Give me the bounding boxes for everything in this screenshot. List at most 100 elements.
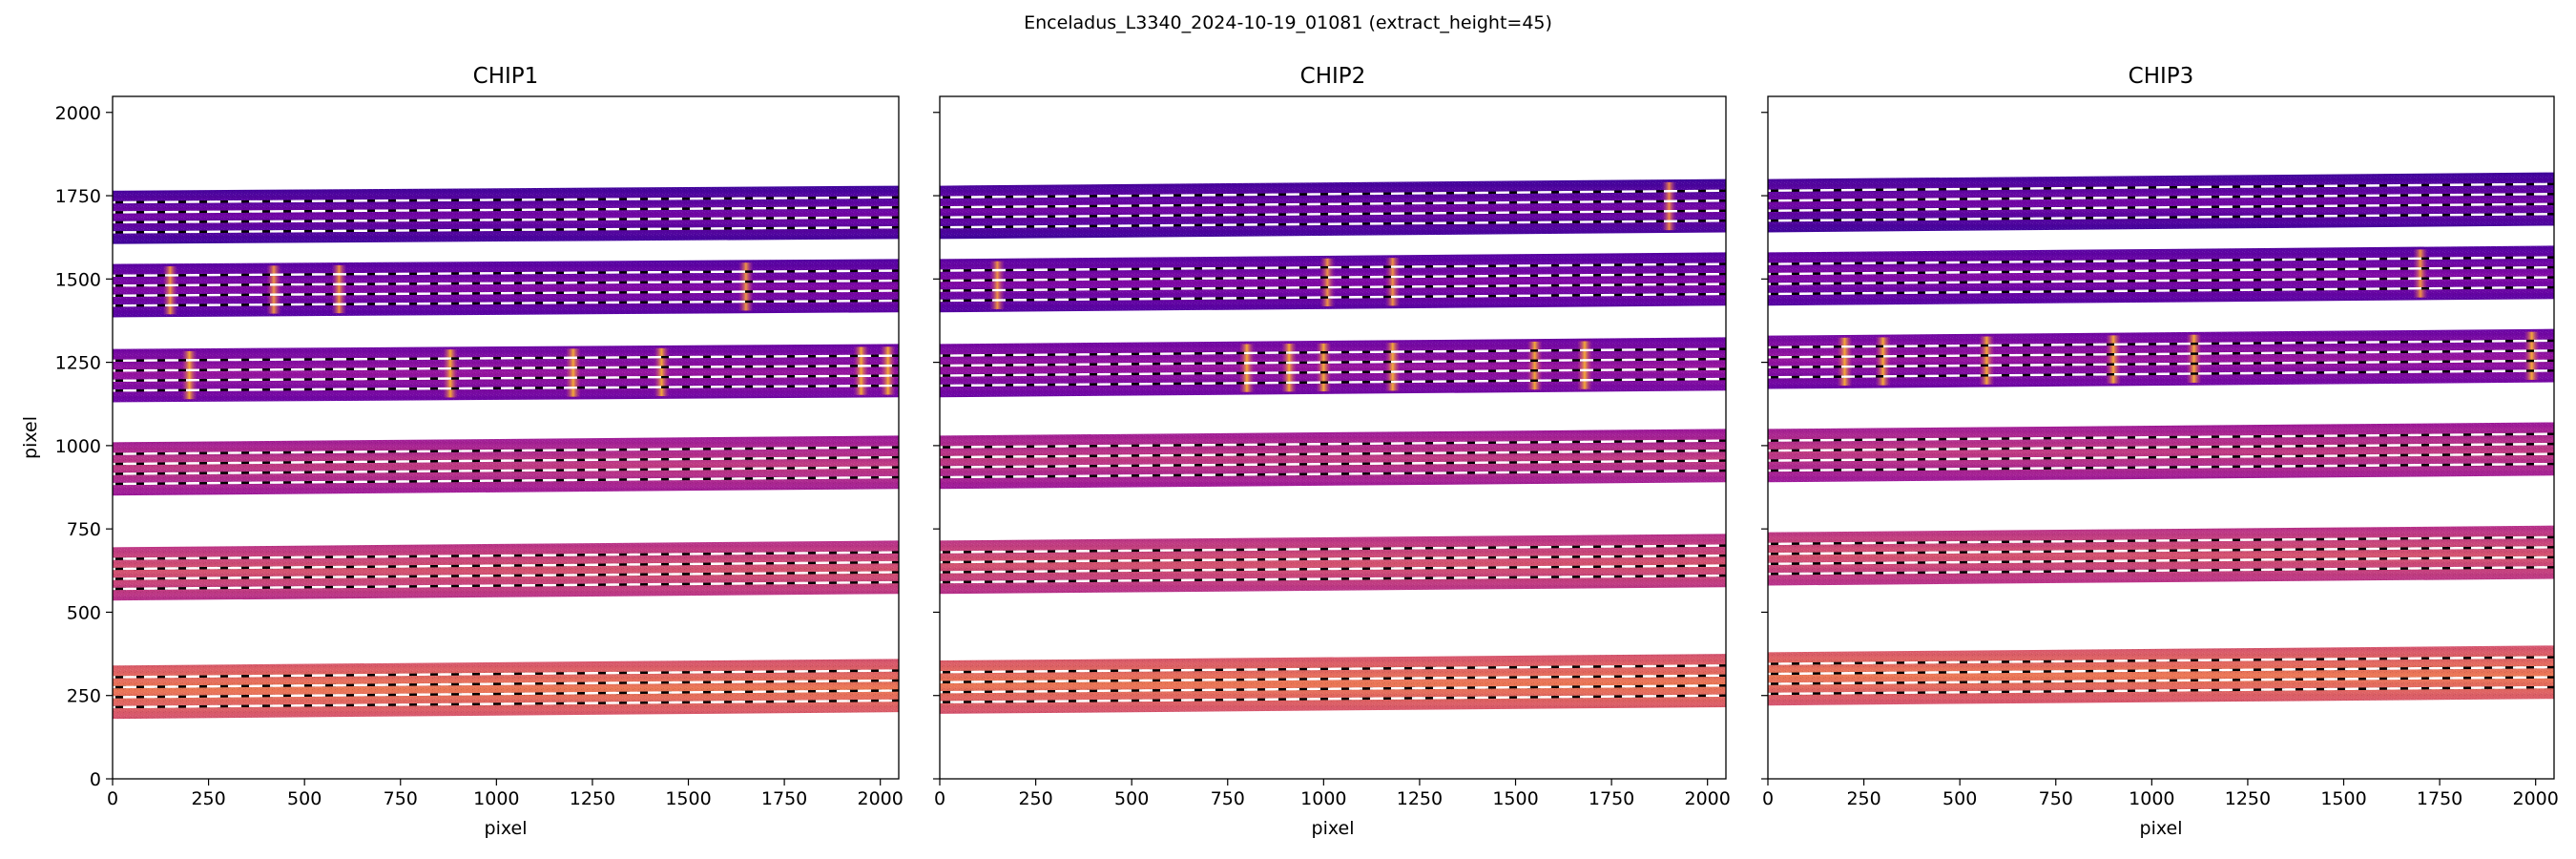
extraction-trace	[1768, 193, 2554, 202]
extraction-trace	[940, 377, 1726, 388]
axes-frame	[939, 95, 1727, 780]
extraction-trace	[1768, 193, 2554, 202]
extraction-trace	[1768, 256, 2554, 265]
extraction-trace	[940, 357, 1726, 367]
extraction-trace	[940, 664, 1726, 674]
emission-line	[989, 261, 1006, 309]
extraction-trace	[113, 289, 899, 297]
extraction-trace	[1768, 369, 2554, 379]
extraction-trace	[940, 694, 1726, 703]
order-noise	[940, 337, 1726, 398]
extraction-trace	[940, 469, 1726, 479]
extraction-trace	[113, 679, 899, 689]
chip-panel: 0 250 500 750 1000 1250 1500 1750 2000 0 250 500 750…	[20, 64, 904, 839]
extraction-trace	[940, 283, 1726, 292]
extraction-trace	[1768, 213, 2554, 222]
extraction-trace	[1768, 676, 2554, 685]
extraction-trace	[940, 564, 1726, 574]
extraction-trace	[940, 272, 1726, 283]
y-tick-label: 1500	[55, 269, 101, 290]
extraction-trace	[1768, 359, 2554, 369]
order-noise	[940, 534, 1726, 595]
emission-line	[265, 265, 281, 314]
extraction-trace	[113, 475, 899, 486]
x-tick-label: 750	[384, 788, 418, 809]
extraction-trace	[1768, 265, 2554, 276]
emission-line	[1319, 258, 1336, 306]
extraction-trace	[113, 455, 899, 466]
extraction-trace	[1768, 265, 2554, 276]
y-tick-label: 1000	[55, 436, 101, 457]
extraction-trace	[113, 560, 899, 571]
extraction-trace	[113, 364, 899, 372]
extraction-trace	[113, 446, 899, 455]
emission-line	[565, 348, 581, 397]
extraction-trace	[940, 347, 1726, 357]
extraction-trace	[1768, 462, 2554, 472]
extraction-trace	[113, 279, 899, 287]
order-noise	[1768, 245, 2554, 306]
x-tick-label: 1750	[761, 788, 807, 809]
plot-area	[940, 178, 1726, 714]
emission-line	[2186, 334, 2202, 383]
extraction-trace	[113, 466, 899, 475]
extraction-trace	[940, 272, 1726, 283]
extraction-trace	[113, 689, 899, 699]
emission-line	[1837, 337, 1853, 387]
emission-line	[654, 347, 670, 397]
extraction-trace	[940, 439, 1726, 449]
x-tick-label: 750	[1211, 788, 1245, 809]
order-noise	[113, 259, 899, 318]
extraction-trace	[940, 449, 1726, 459]
extraction-trace	[1768, 339, 2554, 349]
plot-area	[113, 185, 899, 720]
extraction-trace	[940, 674, 1726, 683]
extraction-trace	[940, 449, 1726, 459]
plot-area	[1768, 172, 2554, 706]
y-tick-label: 750	[67, 519, 101, 540]
y-tick-label: 250	[67, 686, 101, 707]
emission-line	[1238, 344, 1255, 392]
emission-line	[1875, 337, 1891, 386]
extraction-trace	[113, 374, 899, 383]
extraction-trace	[113, 206, 899, 214]
emission-line	[331, 264, 347, 314]
x-tick-label: 250	[1846, 788, 1880, 809]
extraction-trace	[113, 455, 899, 466]
extraction-trace	[940, 554, 1726, 564]
extraction-trace	[1768, 349, 2554, 359]
order-noise	[1768, 525, 2554, 586]
extraction-trace	[113, 475, 899, 486]
extraction-trace	[1768, 546, 2554, 555]
panel-title: CHIP2	[1300, 64, 1366, 89]
x-tick-label: 2000	[2513, 788, 2559, 809]
extraction-trace	[1768, 566, 2554, 576]
order-noise	[940, 654, 1726, 714]
chip-panel: 0 250 500 750 1000 1250 1500 1750 2000 CHIP3 pixel	[1761, 64, 2559, 839]
extraction-trace	[940, 684, 1726, 694]
y-tick-label: 2000	[55, 103, 101, 124]
extraction-trace	[113, 374, 899, 383]
emission-line	[2524, 331, 2540, 380]
extraction-trace	[113, 699, 899, 709]
y-tick-label: 1750	[55, 186, 101, 207]
extraction-trace	[940, 544, 1726, 554]
x-tick-label: 1000	[2129, 788, 2174, 809]
extraction-trace	[940, 209, 1726, 219]
extraction-trace	[940, 262, 1726, 272]
extraction-trace	[113, 299, 899, 307]
emission-line	[1316, 343, 1332, 392]
extraction-trace	[113, 580, 899, 591]
extraction-trace	[1768, 665, 2554, 676]
extraction-trace	[940, 189, 1726, 199]
extraction-trace	[113, 551, 899, 560]
emission-line	[1527, 341, 1543, 390]
extraction-trace	[113, 196, 899, 204]
extraction-trace	[940, 220, 1726, 229]
extraction-trace	[1768, 656, 2554, 665]
extraction-trace	[940, 377, 1726, 388]
extraction-trace	[940, 367, 1726, 377]
x-tick-label: 1250	[570, 788, 615, 809]
emission-line	[737, 262, 754, 311]
